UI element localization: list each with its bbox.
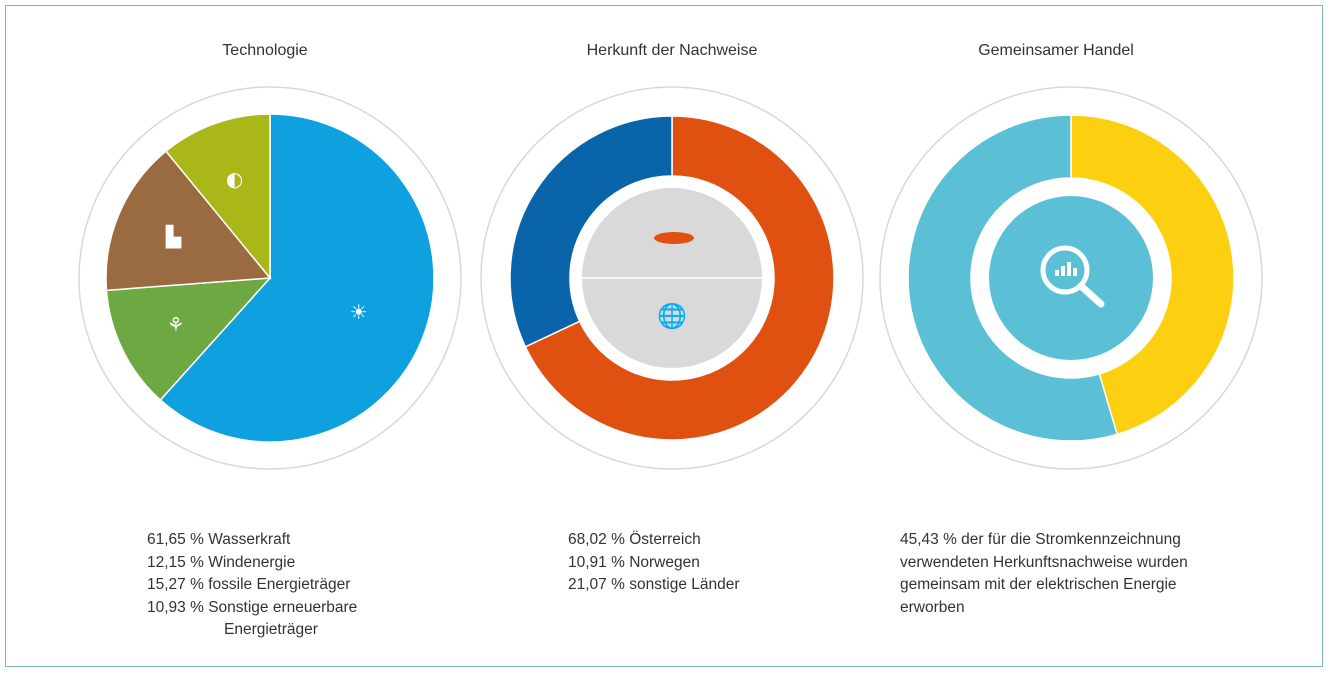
pie-slice-sonstige-erneuerbare-energieträger	[164, 113, 271, 281]
center-disc	[989, 196, 1153, 360]
legend-item: 10,91 % Norwegen	[568, 553, 700, 571]
legend-technologie: 61,65 % Wasserkraft 12,15 % Windenergie …	[147, 529, 357, 642]
text-line: erworben	[900, 598, 965, 616]
mini-bar-2	[1067, 262, 1071, 276]
water-power-icon: ☀	[350, 300, 368, 324]
legend-handel: 45,43 % der für die Stromkennzeichnung v…	[900, 529, 1188, 619]
chart-title-herkunft: Herkunft der Nachweise	[586, 42, 758, 59]
pie-slice-windenergie	[105, 277, 272, 402]
legend-item: 12,15 % Windenergie	[147, 553, 296, 571]
donut-segment-0	[1070, 114, 1235, 436]
globe-icon: 🌐	[657, 302, 687, 330]
legend-item: 21,07 % sonstige Länder	[568, 576, 740, 593]
donut-segment-1	[509, 115, 673, 348]
legend-item: 10,93 % Sonstige erneuerbare	[147, 598, 358, 616]
magnifier-chart-icon	[1040, 245, 1090, 295]
legend-item: 15,27 % fossile Energieträger	[147, 576, 351, 593]
legend-item: 68,02 % Österreich	[568, 531, 701, 548]
biomass-icon: ◐	[226, 167, 243, 191]
wind-turbine-icon: ⚘	[167, 312, 185, 336]
text-line: gemeinsam mit der elektrischen Energie	[900, 576, 1177, 593]
donut-segment-1	[907, 114, 1119, 442]
legend-herkunft: 68,02 % Österreich 10,91 % Norwegen 21,0…	[568, 529, 740, 597]
panel-frame	[5, 5, 1323, 667]
mini-bar-3	[1073, 268, 1077, 276]
pie-slice-wasserkraft	[159, 113, 435, 443]
magnifier-handle	[1077, 282, 1105, 308]
factory-icon: ▙	[165, 225, 182, 249]
mini-bar-1	[1061, 266, 1065, 276]
donut-segment-0	[524, 115, 835, 441]
chart-title-technologie: Technologie	[222, 42, 308, 59]
text-line: 45,43 % der für die Stromkennzeichnung	[900, 531, 1181, 548]
chart-title-handel: Gemeinsamer Handel	[978, 42, 1134, 59]
text-line: verwendeten Herkunftsnachweise wurden	[900, 553, 1188, 571]
austria-map-icon	[654, 232, 694, 244]
legend-item: 61,65 % Wasserkraft	[147, 531, 291, 548]
mini-bar-0	[1055, 270, 1059, 276]
legend-item-continued: Energieträger	[224, 621, 318, 638]
pie-slice-fossile-energieträger	[105, 150, 272, 292]
